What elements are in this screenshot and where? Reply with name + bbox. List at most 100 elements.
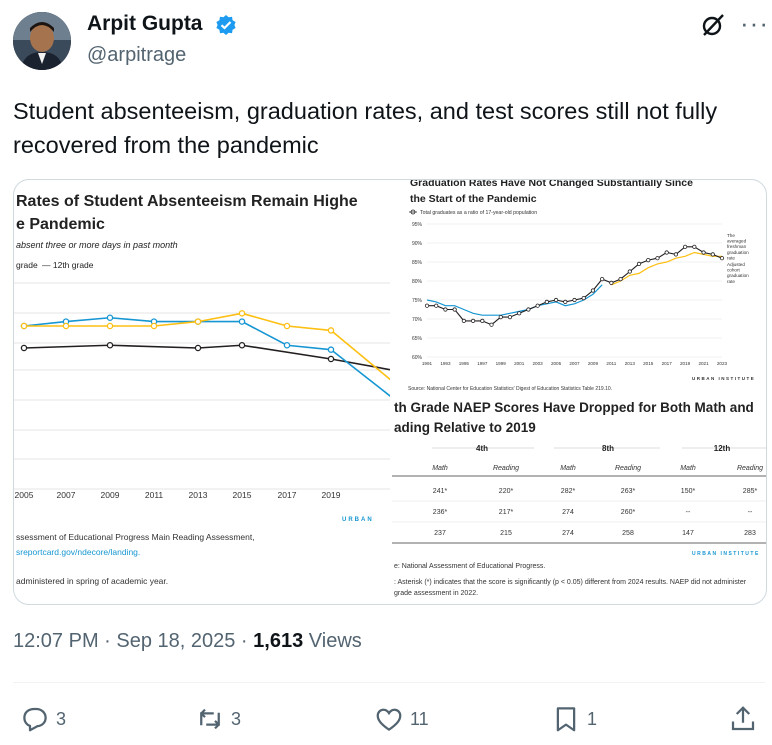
- absenteeism-point: [194, 318, 202, 325]
- naep-column-header: Math: [560, 465, 576, 472]
- absenteeism-point: [194, 344, 202, 352]
- graduation-point: [452, 307, 457, 312]
- annotation-label: Adjusted: [727, 262, 745, 267]
- naep-column-header: Math: [680, 465, 696, 472]
- naep-column-header: Reading: [615, 465, 641, 472]
- graduation-chart-image[interactable]: Graduation Rates Have Not Changed Substa…: [392, 180, 766, 392]
- legend-item-12th: — 12th grade: [42, 260, 94, 270]
- absenteeism-point: [238, 310, 246, 317]
- x-tick-label: 1997: [477, 361, 488, 366]
- graduation-point: [489, 322, 494, 327]
- annotation-label: averaged: [727, 239, 747, 244]
- absenteeism-point: [327, 327, 335, 334]
- y-tick-label: 75%: [412, 298, 423, 304]
- naep-cell: 150*: [681, 488, 696, 495]
- naep-cell: --: [748, 509, 753, 516]
- tweet-timestamp[interactable]: 12:07 PM · Sep 18, 2025 ·: [13, 630, 254, 652]
- naep-cell: 283: [744, 530, 756, 537]
- x-tick-label: 2009: [101, 490, 120, 500]
- author-name[interactable]: Arpit Gupta: [87, 12, 203, 35]
- chart-subtitle: absent three or more days in past month: [16, 240, 178, 250]
- absenteeism-point: [106, 314, 114, 321]
- y-tick-label: 85%: [412, 260, 423, 266]
- naep-cell: 260*: [621, 509, 636, 516]
- absenteeism-chart-image[interactable]: Rates of Student Absenteeism Remain High…: [14, 180, 390, 604]
- absenteeism-point: [106, 322, 114, 330]
- naep-group-header: 4th: [476, 444, 488, 453]
- x-tick-label: 2003: [533, 361, 544, 366]
- absenteeism-point: [327, 346, 335, 353]
- graduation-point: [600, 277, 605, 282]
- graduation-point: [646, 258, 651, 263]
- absenteeism-point: [106, 341, 114, 349]
- reply-count: 3: [56, 708, 67, 729]
- heart-icon: [376, 708, 402, 731]
- naep-cell: 282*: [561, 488, 576, 495]
- graduation-point: [553, 297, 559, 303]
- grok-icon[interactable]: [700, 12, 726, 38]
- naep-table-image[interactable]: th Grade NAEP Scores Have Dropped for Bo…: [392, 392, 766, 604]
- like-button[interactable]: 11: [374, 704, 429, 734]
- bookmark-button[interactable]: 1: [551, 704, 597, 734]
- y-tick-label: 60%: [412, 355, 423, 361]
- bookmark-icon: [556, 707, 576, 732]
- chart-title-2: the Start of the Pandemic: [410, 193, 537, 205]
- naep-cell: 241*: [433, 488, 448, 495]
- annotation-label: The: [727, 233, 735, 238]
- views-label: Views: [303, 630, 362, 652]
- share-button[interactable]: [728, 704, 758, 734]
- chart-note-link: sreportcard.gov/ndecore/landing.: [16, 547, 140, 557]
- share-icon: [731, 706, 755, 731]
- x-tick-label: 1991: [422, 361, 433, 366]
- reply-button[interactable]: 3: [20, 704, 66, 734]
- chart-title: Rates of Student Absenteeism Remain High…: [16, 193, 358, 210]
- legend-label: Total graduates as a ratio of 17-year-ol…: [420, 210, 537, 216]
- tweet-text: Student absenteeism, graduation rates, a…: [13, 98, 718, 158]
- graduation-point: [673, 252, 679, 257]
- reply-icon: [23, 707, 47, 732]
- retweet-button[interactable]: 3: [195, 704, 241, 734]
- absenteeism-point: [327, 355, 335, 363]
- graduation-point: [719, 256, 725, 261]
- urban-logo: URBAN INSTITUTE: [692, 376, 755, 381]
- naep-title-line2: ading Relative to 2019: [394, 420, 536, 435]
- graduation-point: [498, 315, 503, 320]
- more-icon[interactable]: ···: [740, 8, 769, 38]
- graduation-series-2: [611, 251, 722, 286]
- graduation-chart: Graduation Rates Have Not Changed Substa…: [408, 180, 755, 392]
- annotation-label: freshman: [727, 244, 747, 249]
- graduation-point: [627, 269, 632, 274]
- annotation-label: rate: [727, 255, 735, 260]
- absenteeism-point: [238, 341, 246, 349]
- annotation-label: cohort: [727, 268, 740, 273]
- naep-cell: 285*: [743, 488, 758, 495]
- graduation-point: [618, 277, 623, 282]
- naep-cell: 274: [562, 509, 574, 516]
- absenteeism-point: [20, 344, 28, 352]
- avatar[interactable]: [13, 12, 71, 70]
- naep-cell: 217*: [499, 509, 514, 516]
- author-handle[interactable]: @arpitrage: [87, 44, 187, 66]
- graduation-point: [443, 307, 448, 312]
- naep-column-header: Reading: [493, 465, 519, 472]
- graduation-point: [480, 318, 485, 323]
- x-tick-label: 2019: [322, 490, 341, 500]
- graduation-point: [581, 296, 586, 301]
- absenteeism-chart: Rates of Student Absenteeism Remain High…: [14, 193, 390, 586]
- divider: [13, 682, 765, 683]
- y-tick-label: 80%: [412, 279, 423, 285]
- graduation-point: [692, 244, 697, 249]
- urban-logo: URBAN: [342, 517, 374, 523]
- x-tick-label: 2021: [698, 361, 709, 366]
- x-tick-label: 1993: [440, 361, 451, 366]
- naep-table: 4th 8th 12th Math Reading Math Reading Math Read…: [392, 444, 766, 597]
- graduation-point: [572, 297, 577, 303]
- absenteeism-point: [62, 322, 70, 330]
- naep-cell: 147: [682, 530, 694, 537]
- y-tick-label: 70%: [412, 317, 423, 323]
- annotation-label: graduation: [727, 250, 749, 255]
- naep-cell: 258: [622, 530, 634, 537]
- graduation-point: [710, 252, 715, 257]
- naep-cell: 237: [434, 530, 446, 537]
- tweet-media[interactable]: Rates of Student Absenteeism Remain High…: [13, 179, 767, 605]
